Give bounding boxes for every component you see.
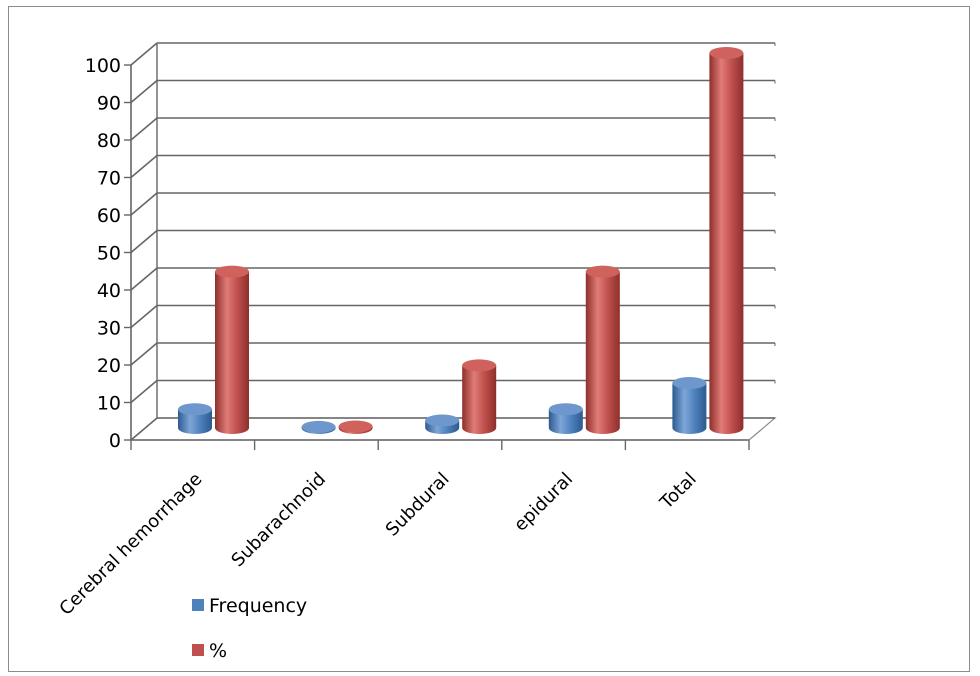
bar-body <box>548 409 583 434</box>
bar <box>672 377 707 434</box>
y-tick-label: 80 <box>97 130 121 152</box>
y-tick-label: 40 <box>97 280 121 302</box>
y-tick-label: 100 <box>85 55 121 77</box>
gridline-diagonal <box>130 117 158 141</box>
bar <box>548 403 583 434</box>
bar-top <box>672 377 707 389</box>
category-label: Cerebral hemorrhage <box>55 469 206 620</box>
bars <box>178 47 744 434</box>
bar-body <box>462 365 497 434</box>
bar-top <box>585 265 620 278</box>
bar <box>178 403 212 434</box>
bar-top <box>548 403 583 416</box>
legend-label: Frequency <box>209 595 307 617</box>
gridline-diagonal <box>130 304 158 329</box>
bar-body <box>672 383 707 434</box>
y-tick-label: 70 <box>97 168 121 190</box>
bar-top <box>425 414 460 427</box>
bar <box>709 47 744 434</box>
bar <box>462 359 497 434</box>
gridline-diagonal <box>130 192 158 216</box>
legend: Frequency% <box>192 595 307 662</box>
gridline-diagonal <box>130 154 158 179</box>
chart-frame <box>8 6 970 672</box>
bar-body <box>585 271 620 434</box>
bar-top <box>301 420 336 433</box>
gridline-diagonal <box>130 42 158 66</box>
gridline-diagonal <box>130 379 158 404</box>
category-label: epidural <box>510 469 577 536</box>
y-tick-label: 60 <box>97 205 121 227</box>
bar-body <box>178 409 212 434</box>
y-axis: 0 10 20 30 40 50 60 70 80 90 100 <box>85 55 132 452</box>
bar <box>338 420 373 434</box>
bar-top <box>709 47 744 59</box>
gridline-diagonal <box>130 229 158 254</box>
bar-top <box>178 403 212 416</box>
bar-top <box>215 265 249 278</box>
y-tick-label: 50 <box>97 243 121 265</box>
category-label: Total <box>655 469 700 514</box>
bar <box>585 265 620 434</box>
x-axis: Cerebral hemorrhage Subarachnoid Subdural e… <box>55 439 750 620</box>
y-tick-label: 0 <box>109 430 121 452</box>
category-label: Subarachnoid <box>227 469 329 571</box>
bar-body <box>709 53 744 434</box>
bar <box>301 420 336 434</box>
bar-top <box>338 420 373 433</box>
y-tick-label: 20 <box>97 355 121 377</box>
bar-top <box>462 359 497 372</box>
bar <box>215 265 249 434</box>
bar-body <box>215 271 249 434</box>
category-label: Subdural <box>382 469 454 541</box>
gridline-diagonal <box>130 79 158 104</box>
y-tick-label: 30 <box>97 318 121 340</box>
legend-swatch <box>192 599 204 611</box>
legend-label: % <box>209 640 227 662</box>
bar <box>425 414 460 434</box>
gridline-diagonal <box>130 342 158 366</box>
y-tick-label: 10 <box>97 393 121 415</box>
gridline-diagonal <box>130 417 158 441</box>
y-tick-label: 90 <box>97 93 121 115</box>
legend-swatch <box>192 644 204 656</box>
gridline-diagonal <box>130 267 158 291</box>
